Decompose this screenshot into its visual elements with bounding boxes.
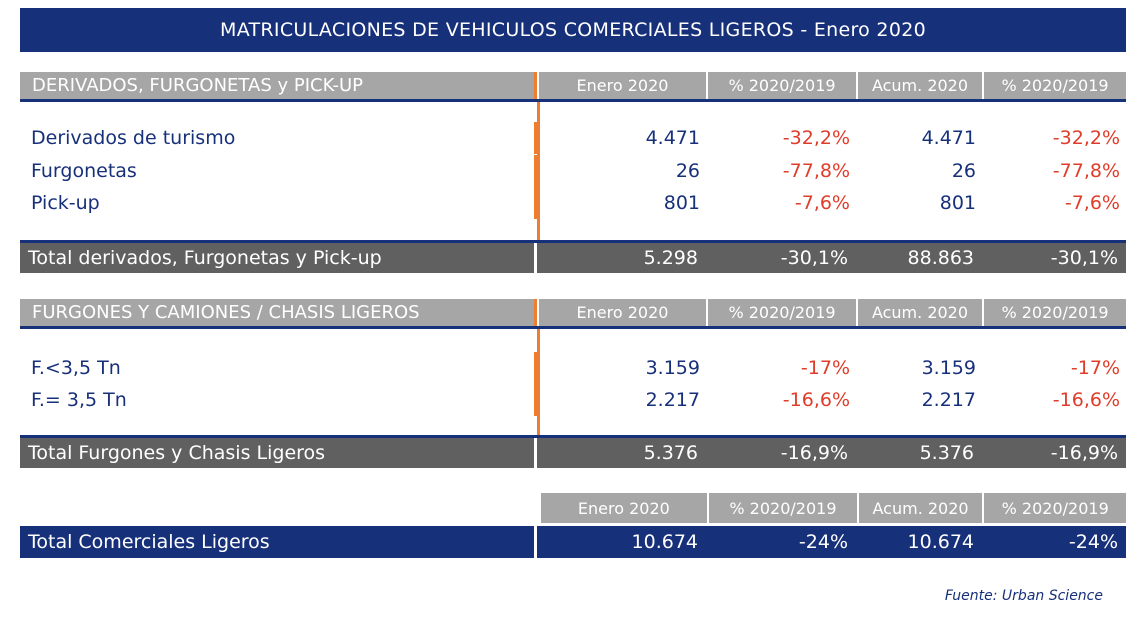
col-header-pct-acum: % 2020/2019	[982, 299, 1126, 326]
col-header-acum: Acum. 2020	[856, 493, 983, 523]
cell: 10.674	[907, 531, 974, 553]
total-row: Total derivados, Furgonetas y Pick-up 5.…	[20, 240, 1126, 273]
col-header-pct: % 2020/2019	[706, 72, 856, 99]
col-header-acum: Acum. 2020	[856, 299, 982, 326]
section3-spacer	[20, 493, 536, 523]
table-row: Furgonetas 26 -77,8% 26 -77,8%	[20, 155, 1126, 187]
section2-header: FURGONES Y CAMIONES / CHASIS LIGEROS Ene…	[20, 299, 1126, 329]
total-label: Total Comerciales Ligeros	[20, 526, 537, 558]
cell: 10.674	[631, 531, 698, 553]
cell: 801	[663, 192, 700, 214]
cell: 5.298	[643, 247, 698, 269]
cell: -16,6%	[782, 389, 850, 411]
section1-header: DERIVADOS, FURGONETAS y PICK-UP Enero 20…	[20, 72, 1126, 102]
total-label: Total derivados, Furgonetas y Pick-up	[20, 243, 537, 273]
cell: 5.376	[643, 442, 698, 464]
cell: -16,6%	[1052, 389, 1120, 411]
cell: 26	[675, 160, 700, 182]
cell: -7,6%	[794, 192, 850, 214]
col-header-acum: Acum. 2020	[856, 72, 982, 99]
cell: -24%	[1068, 531, 1118, 553]
cell: 3.159	[921, 357, 976, 379]
table-row: Pick-up 801 -7,6% 801 -7,6%	[20, 187, 1126, 219]
col-header-pct: % 2020/2019	[706, 299, 856, 326]
section2-title: FURGONES Y CAMIONES / CHASIS LIGEROS	[20, 299, 537, 326]
total-row: Total Furgones y Chasis Ligeros 5.376 -1…	[20, 435, 1126, 468]
cell: 801	[939, 192, 976, 214]
row-label: Furgonetas	[20, 155, 537, 187]
table-row: Derivados de turismo 4.471 -32,2% 4.471 …	[20, 122, 1126, 154]
col-header-enero: Enero 2020	[538, 493, 708, 523]
page-title: MATRICULACIONES DE VEHICULOS COMERCIALES…	[20, 8, 1126, 52]
table-row: F.= 3,5 Tn 2.217 -16,6% 2.217 -16,6%	[20, 384, 1126, 416]
cell: 88.863	[907, 247, 974, 269]
col-header-enero: Enero 2020	[537, 72, 706, 99]
col-header-pct: % 2020/2019	[707, 493, 857, 523]
row-label: Pick-up	[20, 187, 537, 219]
cell: 4.471	[645, 127, 700, 149]
source-note: Fuente: Urban Science	[944, 588, 1103, 604]
cell: -32,2%	[1052, 127, 1120, 149]
total-label: Total Furgones y Chasis Ligeros	[20, 438, 537, 468]
cell: -16,9%	[1050, 442, 1118, 464]
section3-header: Enero 2020 % 2020/2019 Acum. 2020 % 2020…	[20, 493, 1126, 523]
grand-total-row: Total Comerciales Ligeros 10.674 -24% 10…	[20, 526, 1126, 558]
col-header-enero: Enero 2020	[537, 299, 706, 326]
orange-divider	[537, 102, 540, 242]
cell: -16,9%	[780, 442, 848, 464]
col-header-pct-acum: % 2020/2019	[982, 493, 1126, 523]
cell: 3.159	[645, 357, 700, 379]
cell: -17%	[800, 357, 850, 379]
col-header-pct-acum: % 2020/2019	[982, 72, 1126, 99]
section1-title: DERIVADOS, FURGONETAS y PICK-UP	[20, 72, 537, 99]
cell: -7,6%	[1064, 192, 1120, 214]
cell: -77,8%	[1052, 160, 1120, 182]
row-label: F.<3,5 Tn	[20, 352, 537, 384]
cell: -17%	[1070, 357, 1120, 379]
cell: -24%	[798, 531, 848, 553]
table-row: F.<3,5 Tn 3.159 -17% 3.159 -17%	[20, 352, 1126, 384]
cell: 2.217	[645, 389, 700, 411]
cell: -32,2%	[782, 127, 850, 149]
row-label: F.= 3,5 Tn	[20, 384, 537, 416]
orange-divider	[537, 329, 540, 437]
cell: 5.376	[919, 442, 974, 464]
cell: -77,8%	[782, 160, 850, 182]
cell: 26	[951, 160, 976, 182]
cell: -30,1%	[780, 247, 848, 269]
cell: 4.471	[921, 127, 976, 149]
cell: 2.217	[921, 389, 976, 411]
row-label: Derivados de turismo	[20, 122, 537, 154]
cell: -30,1%	[1050, 247, 1118, 269]
